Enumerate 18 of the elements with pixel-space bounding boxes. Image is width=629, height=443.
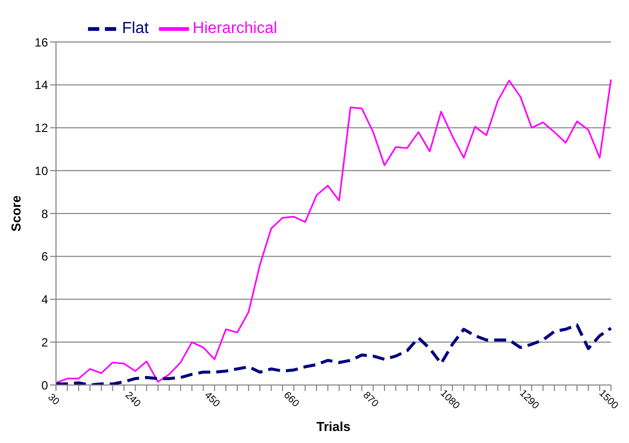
y-axis-title: Score [8,195,24,232]
y-tick-label: 2 [41,335,48,350]
x-tick-label: 240 [122,390,143,410]
legend-label: Hierarchical [192,20,278,38]
y-tick-label: 14 [34,78,48,92]
y-tick-label: 8 [41,206,48,221]
legend-label: Flat [122,20,149,38]
x-tick-label: 660 [281,390,302,410]
x-tick-label: 30 [45,392,62,408]
x-axis-title: Trials [316,419,350,434]
y-tick-label: 4 [41,292,48,307]
y-tick-label: 16 [34,35,48,50]
y-tick-label: 10 [34,164,48,178]
x-tick-label: 450 [202,390,222,410]
y-tick-label: 6 [41,250,48,264]
x-tick-label: 870 [360,390,380,410]
y-tick-label: 0 [41,378,48,392]
y-tick-label: 12 [34,121,48,136]
